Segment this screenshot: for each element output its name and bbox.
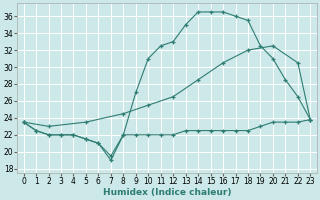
X-axis label: Humidex (Indice chaleur): Humidex (Indice chaleur) <box>103 188 231 197</box>
